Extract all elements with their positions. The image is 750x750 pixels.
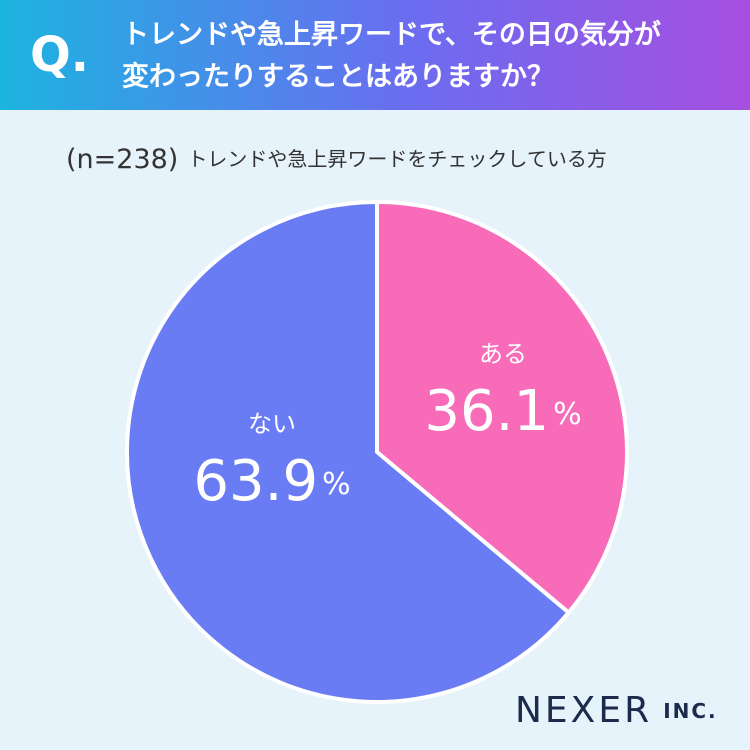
subtitle: (n=238) トレンドや急上昇ワードをチェックしている方 bbox=[66, 144, 607, 175]
header bbox=[0, 0, 750, 110]
pie-slice bbox=[375, 200, 629, 615]
category-label: ない bbox=[248, 410, 296, 438]
value-unit: % bbox=[322, 467, 351, 502]
value-unit: % bbox=[553, 397, 582, 432]
sample-size: (n=238) bbox=[66, 144, 178, 175]
category-label: ある bbox=[479, 340, 527, 368]
value-number: 63.9 bbox=[193, 449, 318, 514]
title-line: トレンドや急上昇ワードで、その日の気分が bbox=[122, 19, 661, 51]
title-line: 変わったりすることはありますか？ bbox=[122, 61, 554, 93]
value-label: 63.9% bbox=[193, 449, 350, 514]
labels: ある 36.1 % ない 63.9% bbox=[193, 340, 581, 514]
value-number: 36.1 bbox=[424, 379, 549, 444]
brand-name: NEXER bbox=[515, 690, 652, 731]
question-label: Q. bbox=[30, 27, 89, 83]
value-label: 36.1% bbox=[424, 379, 581, 444]
pie-slice bbox=[125, 200, 571, 704]
brand: NEXER INC. bbox=[515, 690, 718, 731]
brand-suffix: INC. bbox=[663, 699, 717, 723]
subtitle-text: トレンドや急上昇ワードをチェックしている方 bbox=[187, 147, 606, 171]
pie bbox=[125, 200, 629, 704]
